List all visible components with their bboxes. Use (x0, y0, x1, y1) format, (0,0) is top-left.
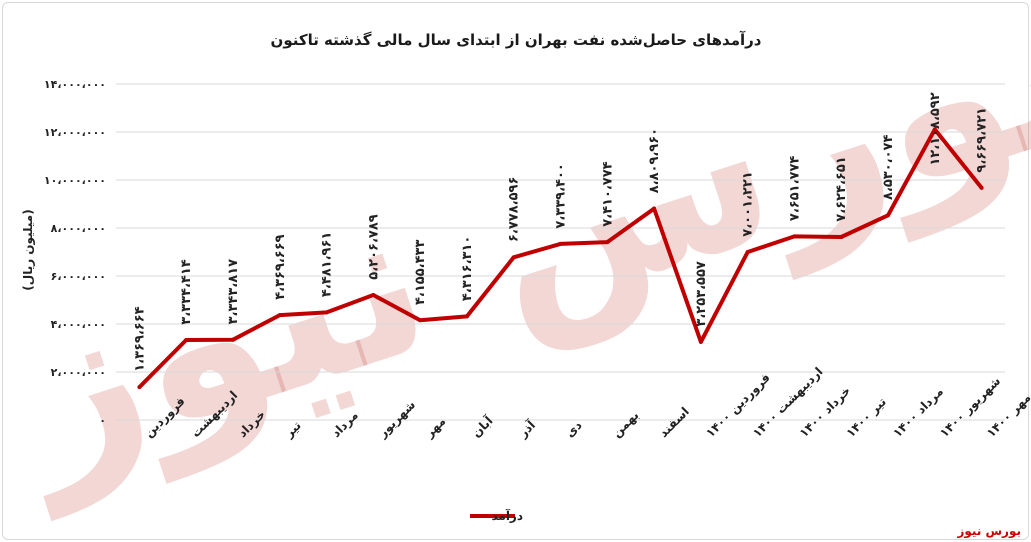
data-label: ۷،۶۲۴،۶۵۱ (834, 156, 849, 221)
data-point (698, 339, 703, 344)
y-tick-label: ۶،۰۰۰،۰۰۰ (51, 270, 106, 283)
data-label: ۸،۵۳۰،۰۷۴ (881, 135, 896, 200)
data-point (137, 385, 142, 390)
series-layer (137, 127, 984, 390)
data-label: ۷،۶۵۱،۷۷۴ (787, 156, 802, 221)
data-label: ۶،۷۷۸،۵۹۶ (507, 177, 522, 242)
x-category-label: دی (563, 418, 585, 440)
data-point (464, 314, 469, 319)
data-label: ۴،۳۶۹،۶۶۹ (273, 234, 288, 299)
data-point (371, 293, 376, 298)
data-label: ۷،۰۰۱،۲۲۱ (741, 171, 756, 236)
data-label: ۸،۸۰۹،۹۶۰ (647, 128, 662, 193)
data-point (792, 234, 797, 239)
gridlines (116, 83, 1005, 421)
data-label: ۹،۶۶۹،۷۲۱ (975, 107, 990, 172)
y-tick-label: ۸،۰۰۰،۰۰۰ (51, 222, 106, 235)
data-point (652, 206, 657, 211)
data-point (511, 255, 516, 260)
y-tick-label: ۴،۰۰۰،۰۰۰ (51, 318, 106, 331)
data-label: ۷،۳۳۹،۴۰۰ (554, 163, 569, 228)
chart-title: درآمدهای حاصل‌شده نفت بهران از ابتدای سا… (271, 31, 762, 49)
data-label: ۴،۴۸۱،۹۶۱ (320, 232, 335, 297)
data-label: ۷،۴۱۰،۷۷۴ (600, 161, 615, 226)
data-label: ۴،۳۱۶،۳۱۰ (460, 236, 475, 301)
data-point (558, 241, 563, 246)
y-tick-label: ۱۰،۰۰۰،۰۰۰ (44, 174, 106, 187)
y-axis-title: (میلیون ریال) (21, 209, 36, 290)
y-tick-label: ۱۴،۰۰۰،۰۰۰ (44, 78, 106, 91)
data-point (324, 310, 329, 315)
data-point (839, 235, 844, 240)
data-labels: ۱،۳۶۹،۶۶۴ ۳،۳۳۴،۴۱۴ ۳،۳۴۳،۸۱۷ ۴،۳۶۹،۶۶۹ ۴،۴۸… (132, 92, 989, 372)
data-point (932, 127, 937, 132)
data-label: ۳،۳۳۴،۴۱۴ (179, 259, 194, 324)
data-point (745, 249, 750, 254)
data-point (277, 313, 282, 318)
data-label: ۳،۳۴۳،۸۱۷ (226, 259, 241, 324)
data-point (886, 213, 891, 218)
y-axis-ticks: ۰ ۲،۰۰۰،۰۰۰ ۴،۰۰۰،۰۰۰ ۶،۰۰۰،۰۰۰ ۸،۰۰۰،۰۰۰ ۱۰،… (44, 78, 106, 427)
x-category-label: تیر ۱۴۰۰ (843, 395, 888, 440)
x-category-label: اسفند (656, 404, 692, 440)
y-tick-label: ۰ (99, 414, 106, 427)
data-label: ۳،۲۵۳،۵۵۷ (694, 261, 709, 326)
data-point (184, 337, 189, 342)
watermark-logo: بورس نیوز (0, 0, 1031, 521)
legend-label: درآمد (491, 508, 523, 523)
data-point (605, 240, 610, 245)
data-label: ۵،۲۰۶،۷۸۹ (366, 214, 381, 279)
watermark-text: بورس نیوز (0, 0, 1031, 521)
data-point (418, 318, 423, 323)
x-category-label: بهمن (610, 408, 642, 440)
x-category-label: مهر ۱۴۰۰ (984, 390, 1031, 440)
data-label: ۱،۳۶۹،۶۶۴ (132, 306, 147, 371)
legend: درآمد (470, 508, 523, 523)
data-point (230, 337, 235, 342)
y-tick-label: ۲،۰۰۰،۰۰۰ (51, 366, 106, 379)
source-label: بورس نیوز (957, 524, 1021, 538)
data-label: ۴،۱۵۵،۴۳۳ (413, 240, 428, 305)
x-category-label: آبان (468, 412, 496, 440)
data-point (979, 185, 984, 190)
data-label: ۱۲،۱۰۸،۵۹۲ (928, 92, 943, 165)
y-tick-label: ۱۲،۰۰۰،۰۰۰ (44, 126, 106, 139)
x-category-label: مهر (422, 414, 449, 441)
